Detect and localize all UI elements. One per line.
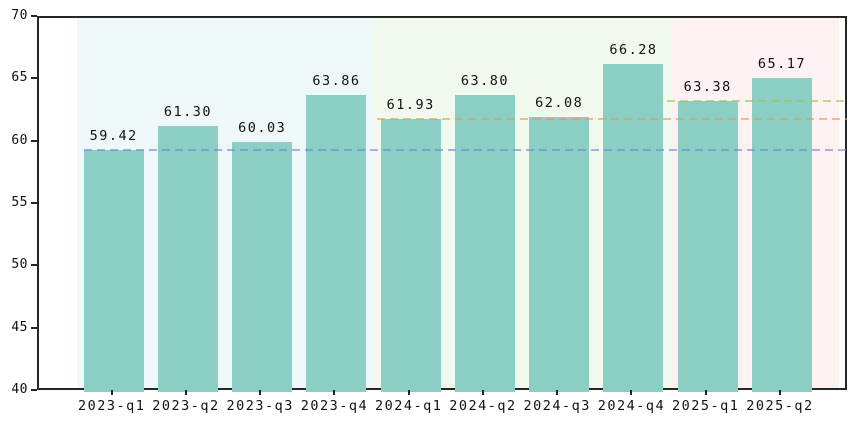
y-axis-tick: [31, 326, 37, 329]
bar-2023-q3: [232, 142, 293, 392]
x-axis-tick: [184, 390, 187, 395]
y-axis-tick-label: 45: [11, 319, 28, 335]
x-axis-tick: [333, 390, 336, 395]
y-axis-tick-label: 55: [11, 195, 28, 210]
y-axis-tick: [31, 264, 37, 267]
bar-value-label: 60.03: [238, 120, 287, 137]
x-axis-tick: [704, 390, 707, 395]
x-axis-tick: [778, 390, 781, 395]
x-axis-tick: [630, 390, 633, 395]
y-axis-tick-label: 60: [11, 132, 28, 148]
bar-value-label: 61.93: [386, 96, 435, 113]
y-axis-tick-label: 50: [11, 257, 28, 273]
x-axis-tick: [110, 390, 113, 395]
bar-2024-q2: [454, 95, 515, 392]
x-axis-tick-label: 2024-q2: [449, 398, 517, 414]
x-axis-tick-label: 2023-q2: [152, 398, 220, 414]
x-axis-tick-label: 2023-q3: [226, 398, 294, 414]
reference-line-baseline-2024-q1: [377, 117, 847, 120]
y-axis-tick: [31, 15, 37, 17]
y-axis-tick: [31, 139, 37, 142]
bar-2025-q2: [751, 78, 812, 392]
reference-line-baseline-2025-q1: [666, 99, 847, 102]
y-axis-tick: [31, 389, 37, 391]
y-axis-tick-label: 65: [11, 70, 28, 86]
bar-2025-q1: [677, 100, 738, 392]
plot-area: 59.42 61.30 60.03 63.86 61.93 63.80 62.08 66.28…: [37, 16, 847, 392]
bar-2023-q2: [157, 126, 218, 392]
x-axis-tick-label: 2023-q1: [77, 398, 146, 414]
y-axis-tick: [31, 202, 37, 204]
y-axis-tick-label: 40: [11, 382, 28, 397]
x-axis-tick-label: 2025-q2: [746, 398, 814, 414]
bar-2023-q1: [83, 149, 144, 392]
bar-value-label: 63.38: [683, 78, 732, 95]
y-axis-tick: [31, 77, 37, 80]
bar-2024-q1: [380, 118, 441, 392]
x-axis-tick: [407, 390, 410, 395]
bar-2023-q4: [306, 94, 367, 392]
x-axis-tick: [556, 390, 559, 395]
y-axis-tick-label: 70: [11, 8, 28, 23]
bar-2024-q4: [603, 64, 664, 392]
bar-value-label: 59.42: [89, 127, 138, 144]
x-axis-tick-label: 2025-q1: [671, 398, 740, 414]
bar-value-label: 62.08: [535, 94, 584, 111]
x-axis-tick-label: 2024-q1: [374, 398, 443, 414]
bar-value-label: 63.86: [312, 72, 361, 89]
x-axis-tick: [259, 390, 262, 395]
x-axis-tick-label: 2023-q4: [300, 398, 369, 414]
bar-value-label: 63.80: [460, 73, 509, 90]
bar-value-label: 66.28: [609, 42, 658, 59]
bar-value-label: 61.30: [163, 104, 212, 121]
x-axis-tick-label: 2024-q3: [523, 398, 591, 414]
x-axis-tick-label: 2024-q4: [597, 398, 666, 414]
bar-2024-q3: [529, 116, 590, 392]
bar-value-label: 65.17: [757, 56, 806, 73]
reference-line-baseline-2023-q1: [84, 148, 847, 151]
x-axis-tick: [481, 390, 484, 395]
